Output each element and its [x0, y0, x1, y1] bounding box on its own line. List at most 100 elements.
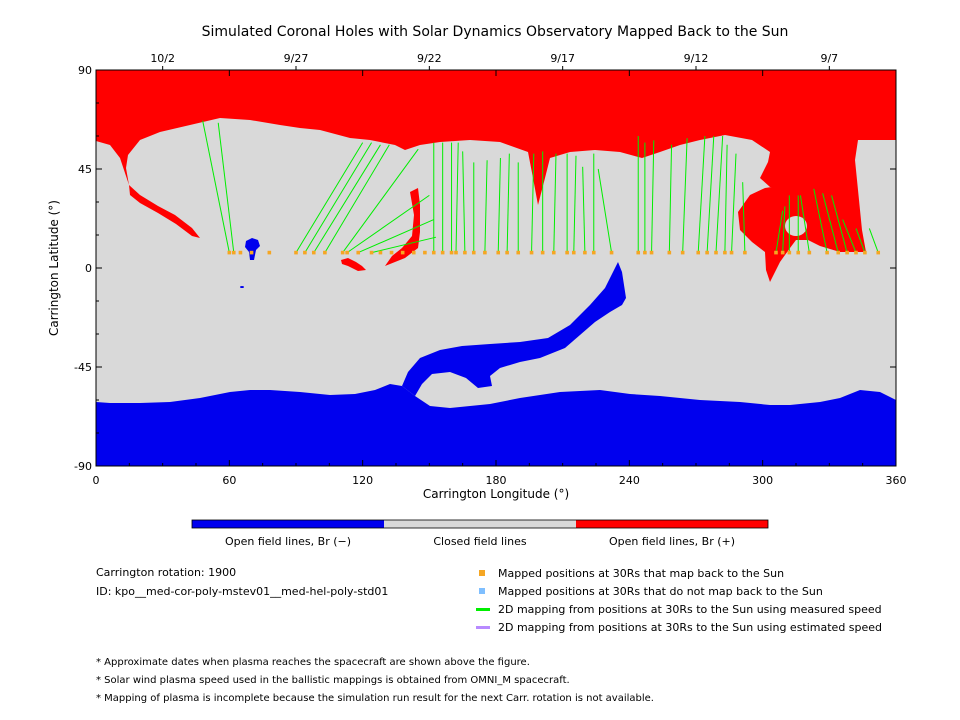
mapped-position-point	[454, 250, 458, 255]
mapped-position-point	[714, 250, 718, 255]
mapping-line	[455, 142, 459, 253]
mapped-position-point	[649, 250, 654, 255]
mapping-line	[342, 148, 419, 253]
mapped-position-point	[836, 250, 841, 255]
positive-patch-lon140	[341, 258, 366, 271]
mapped-position-point	[311, 250, 316, 255]
mapping-line	[651, 140, 655, 253]
mapping-line	[484, 160, 488, 253]
x-tick-label: 240	[619, 474, 640, 487]
top-date-label: 9/27	[284, 52, 309, 65]
mapping-line	[775, 210, 784, 253]
mapping-line	[324, 144, 390, 253]
mapped-position-point	[787, 250, 792, 255]
x-axis-label: Carrington Longitude (°)	[423, 487, 569, 501]
y-tick-label: 45	[78, 163, 92, 176]
mapping-line	[724, 144, 728, 253]
carrington-map	[95, 69, 897, 467]
mapping-line	[742, 182, 746, 253]
mapped-position-point	[705, 250, 709, 255]
closed-island-right-lobe	[785, 216, 807, 236]
mapped-position-point	[238, 250, 243, 255]
mapping-line	[799, 195, 810, 253]
mapped-position-point	[378, 250, 383, 255]
mapping-line	[868, 228, 879, 253]
mapped-position-point	[854, 250, 858, 255]
mapping-line	[304, 142, 372, 253]
mapped-position-point	[516, 250, 521, 255]
mapping-line	[358, 219, 434, 254]
positive-filament-left	[129, 185, 200, 238]
mapped-position-point	[551, 250, 556, 255]
mapped-position-point	[591, 250, 596, 255]
carrington-rotation-info: Carrington rotation: 1900	[96, 566, 237, 579]
colorbar-segment	[576, 520, 768, 528]
mapped-position-point	[471, 250, 476, 255]
mapping-line	[497, 157, 501, 253]
mapping-line	[346, 194, 430, 254]
mapped-position-point	[774, 250, 778, 255]
x-tick-label: 0	[93, 474, 100, 487]
mapped-position-point	[667, 250, 672, 255]
mapping-line	[855, 228, 866, 253]
mapped-position-point	[643, 250, 647, 255]
mapped-position-point	[294, 250, 298, 255]
mapped-position-point	[636, 250, 641, 255]
legend-line-marker	[476, 608, 490, 611]
top-date-ticks: 10/2 9/27 9/22 9/17 9/12 9/7	[150, 52, 838, 70]
x-axis-ticks: 0 60 120 180 240 300 360	[93, 70, 907, 487]
mapped-position-point	[807, 250, 812, 255]
note-dates: * Approximate dates when plasma reaches …	[96, 657, 530, 668]
mapping-line	[553, 153, 557, 253]
mapped-position-point	[411, 250, 416, 255]
mapped-position-point	[389, 250, 394, 255]
top-date-label: 9/7	[820, 52, 838, 65]
y-tick-label: -90	[74, 460, 92, 473]
mapped-position-point	[723, 250, 727, 255]
mapped-position-point	[431, 250, 436, 255]
chart-title: Simulated Coronal Holes with Solar Dynam…	[202, 24, 789, 40]
y-axis-label: Carrington Latitude (°)	[47, 200, 61, 336]
mapping-line	[813, 188, 828, 253]
positive-tongue-lon150	[385, 188, 420, 266]
x-tick-label: 60	[222, 474, 236, 487]
mapping-line	[822, 193, 839, 253]
colorbar-segment	[384, 520, 576, 528]
x-tick-label: 120	[352, 474, 373, 487]
mapping-line	[597, 168, 613, 253]
mapping-line	[202, 120, 230, 253]
mapping-line	[697, 135, 706, 253]
mapped-position-point	[340, 250, 345, 255]
mapping-line	[731, 153, 737, 253]
mapped-position-point	[583, 250, 587, 255]
mapped-position-point	[463, 250, 467, 255]
x-tick-label: 180	[486, 474, 507, 487]
x-tick-label: 360	[886, 474, 907, 487]
south-polar-negative-region	[96, 384, 896, 466]
mapped-position-point	[483, 250, 487, 255]
x-tick-label: 300	[752, 474, 773, 487]
run-id-info: ID: kpo__med-cor-poly-mstev01__med-hel-p…	[96, 585, 389, 598]
colorbar-label: Closed field lines	[433, 535, 527, 548]
mapping-line	[706, 135, 715, 253]
mapping-line	[506, 153, 510, 253]
mapped-position-point	[609, 250, 614, 255]
mapping-line	[682, 138, 688, 253]
legend-label: Mapped positions at 30Rs that map back t…	[498, 567, 785, 580]
negative-speck	[240, 286, 244, 288]
mapped-position-point	[729, 250, 734, 255]
top-date-label: 10/2	[150, 52, 175, 65]
colorbar-label: Open field lines, Br (−)	[225, 535, 351, 548]
mapped-position-point	[323, 250, 327, 255]
mapped-position-point	[863, 250, 867, 255]
top-date-label: 9/22	[417, 52, 442, 65]
y-tick-label: 0	[85, 262, 92, 275]
mapped-position-point	[227, 250, 232, 255]
colorbar-segment	[192, 520, 384, 528]
y-tick-label: 90	[78, 64, 92, 77]
mapping-line	[715, 135, 724, 253]
mapped-position-point	[449, 250, 454, 255]
